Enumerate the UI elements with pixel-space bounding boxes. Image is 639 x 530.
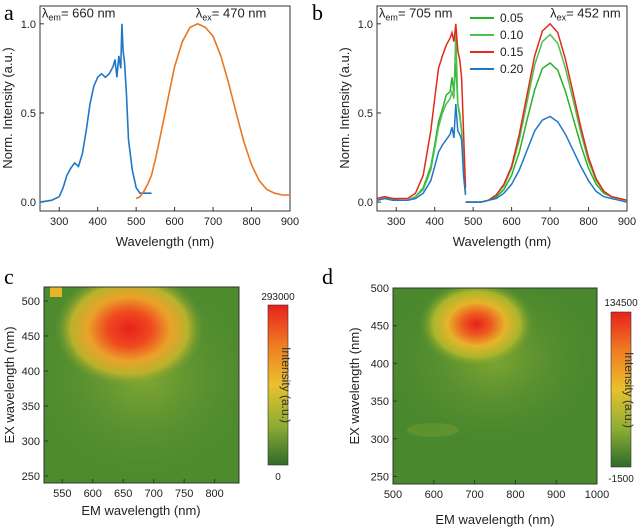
colorbar-c	[267, 304, 289, 466]
panel-c-xtick-label: 600	[84, 488, 102, 500]
panel-c-xtick-label: 550	[53, 488, 71, 500]
panel-c-xlabel: EM wavelength (nm)	[81, 503, 200, 518]
panel-a-annotation: λem= 660 nm	[42, 6, 116, 23]
panel-b-xtick-label: 400	[426, 216, 444, 228]
panel-b-plot: 0.0 0.5 1.0 300 400 500 600 700 800 900 λem= 705…	[358, 5, 636, 228]
panel-d-xtick-label: 500	[384, 489, 402, 501]
panel-c-ytick-label: 250	[22, 471, 40, 483]
panel-label-a: a	[4, 0, 14, 25]
panel-a-xtick-label: 600	[165, 216, 183, 228]
panel-a-series-emission	[135, 22, 290, 200]
panel-c-ylabel: EX wavelength (nm)	[2, 326, 17, 443]
panel-a-series-excitation	[39, 23, 152, 203]
panel-d-frame	[392, 287, 598, 485]
colorbar-c-min: 0	[275, 472, 281, 483]
panel-a-frame	[39, 5, 291, 212]
heatmap-c-corner-artifact	[50, 287, 62, 297]
panel-c-xtick-label: 700	[145, 488, 163, 500]
panel-b-excitation-0.20	[376, 103, 467, 202]
panel-d-xtick-label: 1000	[585, 489, 609, 501]
panel-d-ytick-label: 250	[371, 471, 389, 483]
colorbar-c-label: Intensity (a.u.)	[279, 347, 293, 423]
panel-b-emission-0.15	[465, 22, 628, 203]
panel-b-excitation-0.10	[376, 32, 467, 202]
panel-a-xtick-label: 400	[89, 216, 107, 228]
panel-c-xtick-label: 750	[175, 488, 193, 500]
panel-c-frame	[43, 286, 240, 484]
panel-b-xtick-label: 900	[618, 216, 636, 228]
panel-c-ytick-label: 500	[22, 296, 40, 308]
panel-a-xtick-label: 500	[127, 216, 145, 228]
panel-b-ytick-label: 0.0	[358, 197, 373, 209]
panel-b-legend-label: 0.15	[500, 45, 524, 59]
colorbar-d-min: -1500	[608, 474, 634, 485]
panel-a-xlabel: Wavelength (nm)	[116, 234, 215, 249]
panel-b-xtick-label: 300	[387, 216, 405, 228]
panel-b-ytick-label: 0.5	[358, 108, 373, 120]
colorbar-d-max: 134500	[604, 298, 638, 309]
panel-c-xtick-label: 800	[205, 488, 223, 500]
panel-d-ytick-label: 400	[371, 358, 389, 370]
panel-c-ytick-label: 450	[22, 331, 40, 343]
panel-b-excitation-0.15	[376, 23, 467, 200]
panel-d-ytick-label: 300	[371, 434, 389, 446]
panel-b-xtick-label: 500	[464, 216, 482, 228]
panel-b-xtick-label: 600	[502, 216, 520, 228]
panel-d-xtick-label: 700	[465, 489, 483, 501]
panel-a-ytick-label: 0.5	[21, 108, 36, 120]
panel-d-ytick-label: 500	[371, 283, 389, 295]
heatmap-c-peak-region	[54, 287, 205, 387]
panel-b-ylabel: Norm. Intensity (a.u.)	[337, 47, 352, 168]
panel-d-xtick-label: 900	[547, 489, 565, 501]
panel-b-frame	[376, 5, 628, 212]
panel-a-ytick-label: 0.0	[21, 197, 36, 209]
heatmap-d-minor-feature	[407, 423, 459, 437]
panel-d-xtick-label: 600	[425, 489, 443, 501]
panel-b-legend-label: 0.05	[500, 11, 524, 25]
panel-a-xtick-label: 900	[281, 216, 299, 228]
panel-d-ytick-label: 350	[371, 396, 389, 408]
panel-a-annotation: λex= 470 nm	[196, 6, 267, 23]
heatmap-d-peak-region	[418, 288, 535, 369]
panel-c-xtick-label: 650	[114, 488, 132, 500]
panel-b-legend: 0.05 0.10 0.15 0.20	[470, 11, 524, 76]
panel-b-xlabel: Wavelength (nm)	[453, 234, 552, 249]
panel-b-emission-0.20	[465, 115, 628, 203]
panel-b-ytick-label: 1.0	[358, 19, 373, 31]
panel-b-xtick-label: 800	[579, 216, 597, 228]
panel-a-xtick-label: 300	[50, 216, 68, 228]
colorbar-d	[610, 311, 632, 468]
panel-label-b: b	[312, 0, 323, 25]
panel-b-legend-label: 0.20	[500, 62, 524, 76]
panel-c-ytick-label: 400	[22, 366, 40, 378]
panel-c-ytick-label: 350	[22, 401, 40, 413]
panel-b-annotation: λem= 705 nm	[379, 6, 453, 23]
panel-a-ytick-label: 1.0	[21, 19, 36, 31]
panel-d-heatmap: 250 300 350 400 450 500 500 600 700 800 900 1000	[371, 283, 610, 501]
panel-b-annotation: λex= 452 nm	[550, 6, 621, 23]
panel-a-xtick-label: 800	[242, 216, 260, 228]
panel-a-plot: 0.0 0.5 1.0 300 400 500 600 700 800 900 λem= 660…	[21, 5, 299, 228]
panel-d-xtick-label: 800	[506, 489, 524, 501]
panel-a-ylabel: Norm. Intensity (a.u.)	[0, 47, 15, 168]
panel-c-heatmap: 250 300 350 400 450 500 550 600 650 700 750 800	[22, 286, 240, 500]
panel-b-emission-0.05	[465, 62, 628, 203]
panel-d-ylabel: EX wavelength (nm)	[347, 327, 362, 444]
panel-c-ytick-label: 300	[22, 436, 40, 448]
panel-a-xtick-label: 700	[204, 216, 222, 228]
colorbar-c-max: 293000	[261, 292, 295, 303]
panel-label-d: d	[322, 264, 333, 289]
panel-d-xlabel: EM wavelength (nm)	[435, 512, 554, 527]
colorbar-d-label: Intensity (a.u.)	[622, 352, 636, 428]
panel-d-ytick-label: 450	[371, 321, 389, 333]
panel-label-c: c	[4, 264, 14, 289]
panel-b-legend-label: 0.10	[500, 28, 524, 42]
panel-b-xtick-label: 700	[541, 216, 559, 228]
